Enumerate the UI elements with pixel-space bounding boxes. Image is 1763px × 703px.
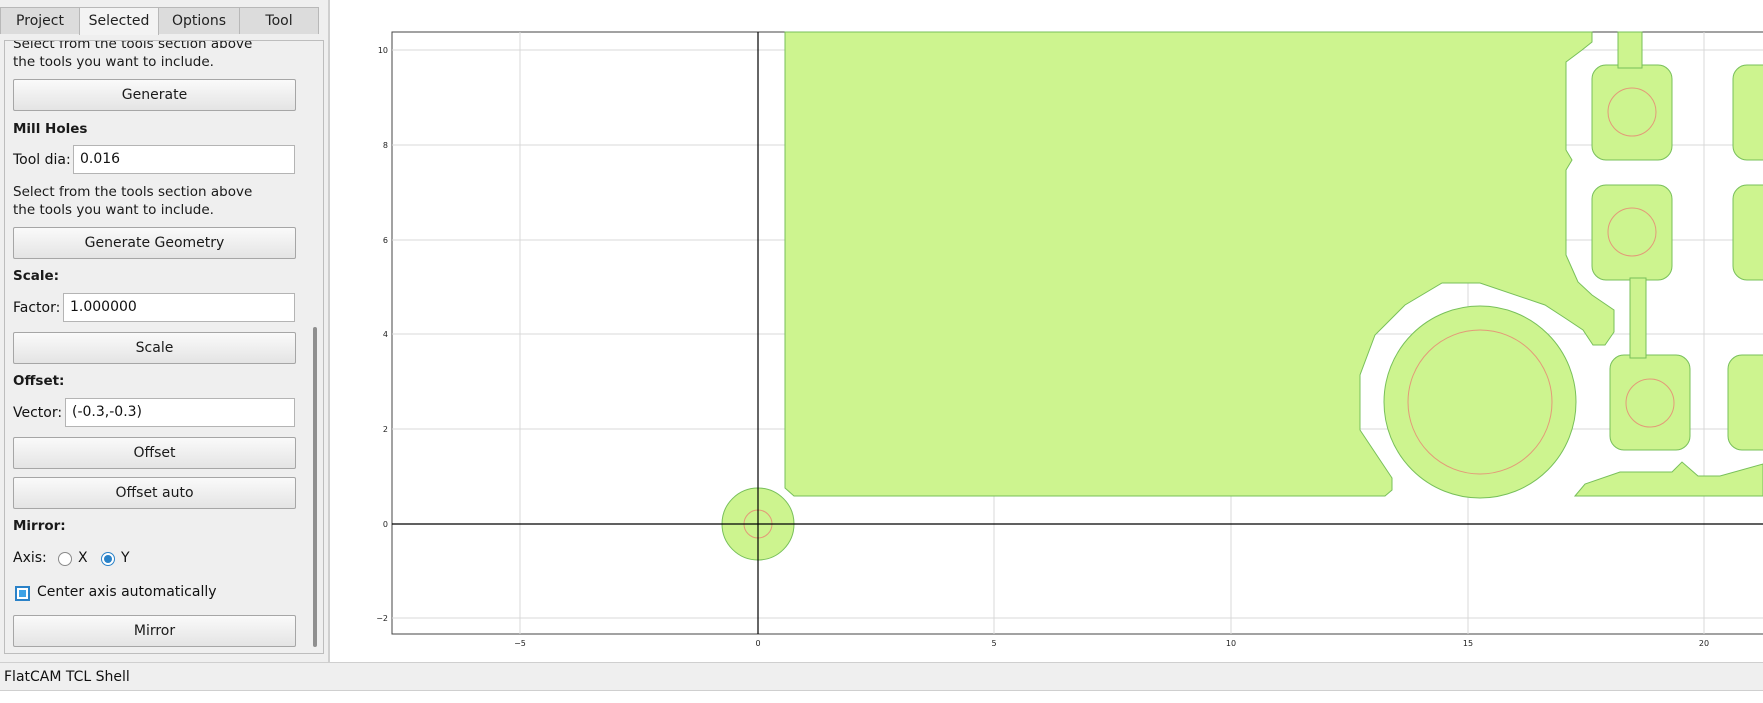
tab-options[interactable]: Options: [158, 7, 240, 34]
tcl-shell-body[interactable]: [0, 690, 1763, 703]
x-tick-label: 5: [991, 639, 996, 648]
axis-x-label: X: [78, 550, 88, 566]
selected-panel: Select from the tools section above the …: [4, 40, 324, 654]
axis-label: Axis:: [13, 550, 47, 566]
x-tick-label: 0: [755, 639, 760, 648]
pad-mid-1: [1591, 184, 1673, 281]
y-tick-label: −2: [376, 614, 388, 623]
tab-project[interactable]: Project: [0, 7, 80, 34]
panel-divider: [328, 0, 330, 662]
y-tick-label: 2: [383, 425, 388, 434]
panel-scrollbar-thumb[interactable]: [313, 327, 317, 647]
intro-text-line-2: the tools you want to include.: [13, 54, 214, 70]
center-axis-checkbox[interactable]: [15, 586, 30, 601]
scale-heading: Scale:: [13, 268, 60, 284]
copper-geometry: [721, 31, 1763, 561]
vector-label: Vector:: [13, 405, 63, 421]
tab-selected[interactable]: Selected: [79, 7, 159, 35]
factor-input[interactable]: 1.000000: [63, 293, 295, 322]
generate-button[interactable]: Generate: [13, 79, 296, 111]
tab-tool[interactable]: Tool: [239, 7, 319, 34]
y-tick-label: 10: [378, 46, 388, 55]
pad-bot-1: [1609, 354, 1691, 451]
trace-top-1: [1617, 31, 1643, 69]
copper-pour: [784, 31, 1615, 497]
panel-scrollbar[interactable]: [313, 41, 321, 653]
axis-y-label: Y: [121, 550, 130, 566]
mill-text-line-1: Select from the tools section above: [13, 184, 253, 200]
x-tick-label: 20: [1699, 639, 1709, 648]
x-tick-label: 15: [1463, 639, 1473, 648]
y-tick-label: 8: [383, 141, 388, 150]
large-pad: [1383, 305, 1577, 499]
pad-top-2: [1732, 64, 1763, 161]
plot-canvas[interactable]: −5 0 5 10 15 20 10 8 6 4 2 0 −2: [330, 0, 1763, 662]
notebook-tabs: Project Selected Options Tool: [0, 7, 330, 35]
intro-text-line-1: Select from the tools section above: [13, 40, 253, 52]
pad-bot-2: [1727, 354, 1763, 451]
trace-mid-1: [1629, 277, 1647, 359]
pad-top-1: [1591, 64, 1673, 161]
offset-button[interactable]: Offset: [13, 437, 296, 469]
scale-button[interactable]: Scale: [13, 332, 296, 364]
tool-dia-label: Tool dia:: [13, 152, 71, 168]
generate-geometry-button[interactable]: Generate Geometry: [13, 227, 296, 259]
offset-auto-button[interactable]: Offset auto: [13, 477, 296, 509]
vector-input[interactable]: (-0.3,-0.3): [65, 398, 295, 427]
y-tick-label: 0: [383, 520, 388, 529]
pad-mid-2: [1732, 184, 1763, 281]
factor-label: Factor:: [13, 300, 61, 316]
plot-svg[interactable]: −5 0 5 10 15 20 10 8 6 4 2 0 −2: [330, 0, 1763, 662]
axis-x-radio[interactable]: [58, 552, 72, 566]
y-tick-label: 4: [383, 330, 388, 339]
tool-dia-input[interactable]: 0.016: [73, 145, 295, 174]
y-tick-label: 6: [383, 236, 388, 245]
tcl-shell-title: FlatCAM TCL Shell: [0, 662, 1763, 690]
x-tick-label: 10: [1226, 639, 1236, 648]
offset-heading: Offset:: [13, 373, 65, 389]
mirror-button[interactable]: Mirror: [13, 615, 296, 647]
mirror-heading: Mirror:: [13, 518, 66, 534]
axis-y-radio[interactable]: [101, 552, 115, 566]
x-tick-label: −5: [514, 639, 526, 648]
mill-holes-heading: Mill Holes: [13, 121, 88, 137]
bottom-pour-strip: [1573, 461, 1763, 497]
mill-text-line-2: the tools you want to include.: [13, 202, 214, 218]
center-axis-label: Center axis automatically: [37, 584, 217, 600]
